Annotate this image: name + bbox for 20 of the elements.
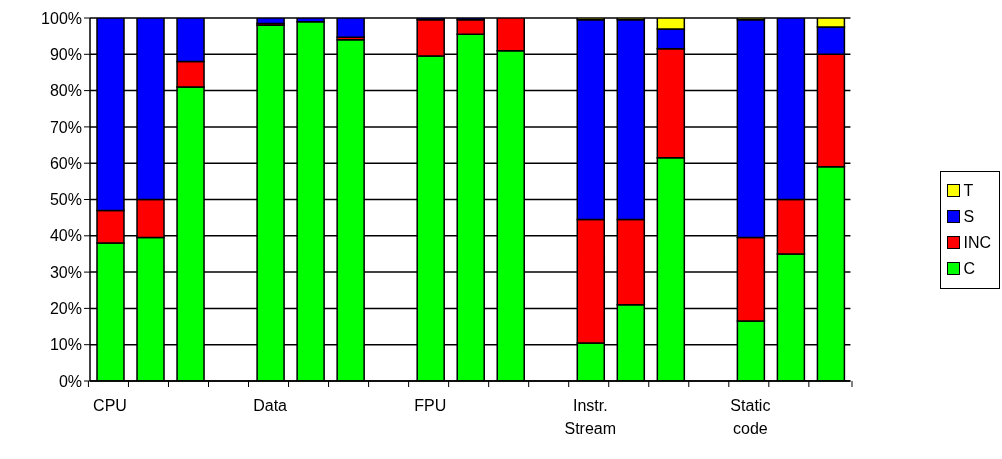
x-tick-label: Static code <box>730 397 771 437</box>
legend-label: C <box>963 259 975 278</box>
y-tick-label: 10% <box>49 336 82 354</box>
legend-label: S <box>963 207 975 226</box>
x-tick-label: Instr. Stream <box>564 397 617 437</box>
y-tick-label: 60% <box>49 154 82 172</box>
y-tick-label: 100% <box>41 9 82 27</box>
x-tick-label: CPU <box>93 397 127 414</box>
y-tick-label: 80% <box>49 82 82 100</box>
legend-label: INC <box>963 233 991 252</box>
legend-label: T <box>963 181 974 200</box>
y-tick-label: 20% <box>49 300 82 318</box>
y-tick-label: 90% <box>49 45 82 63</box>
y-tick-label: 70% <box>49 118 82 136</box>
y-tick-label: 30% <box>49 263 82 281</box>
y-tick-label: 50% <box>49 191 82 209</box>
x-tick-label: FPU <box>414 397 447 414</box>
y-tick-label: 0% <box>58 372 82 390</box>
x-tick-label: Data <box>253 397 288 414</box>
y-tick-label: 40% <box>49 227 82 245</box>
